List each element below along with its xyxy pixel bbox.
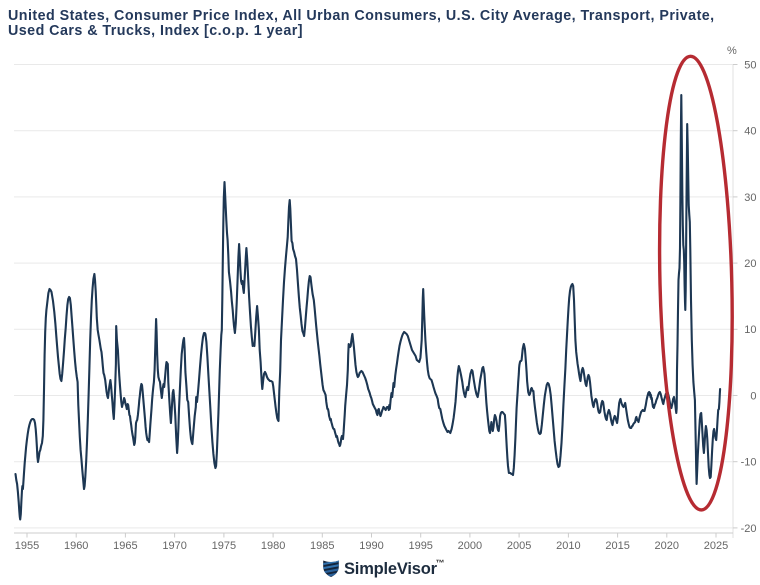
svg-text:10: 10 xyxy=(744,324,756,336)
svg-text:2000: 2000 xyxy=(458,540,482,552)
svg-text:20: 20 xyxy=(744,258,756,270)
svg-text:2020: 2020 xyxy=(655,540,679,552)
svg-text:1995: 1995 xyxy=(408,540,432,552)
svg-text:%: % xyxy=(727,45,737,57)
svg-text:40: 40 xyxy=(744,126,756,138)
svg-text:1955: 1955 xyxy=(15,540,39,552)
svg-text:1975: 1975 xyxy=(212,540,236,552)
svg-text:™: ™ xyxy=(436,558,445,568)
svg-text:2025: 2025 xyxy=(704,540,728,552)
svg-text:1985: 1985 xyxy=(310,540,334,552)
svg-text:1960: 1960 xyxy=(64,540,88,552)
svg-text:30: 30 xyxy=(744,192,756,204)
svg-text:2010: 2010 xyxy=(556,540,580,552)
svg-text:-10: -10 xyxy=(741,457,757,469)
svg-text:-20: -20 xyxy=(741,523,757,535)
svg-text:2005: 2005 xyxy=(507,540,531,552)
svg-text:0: 0 xyxy=(750,390,756,402)
svg-text:1965: 1965 xyxy=(113,540,137,552)
svg-text:50: 50 xyxy=(744,59,756,71)
svg-text:1980: 1980 xyxy=(261,540,285,552)
svg-text:1990: 1990 xyxy=(359,540,383,552)
svg-text:1970: 1970 xyxy=(162,540,186,552)
svg-text:SimpleVisor: SimpleVisor xyxy=(344,560,438,578)
svg-text:2015: 2015 xyxy=(605,540,629,552)
